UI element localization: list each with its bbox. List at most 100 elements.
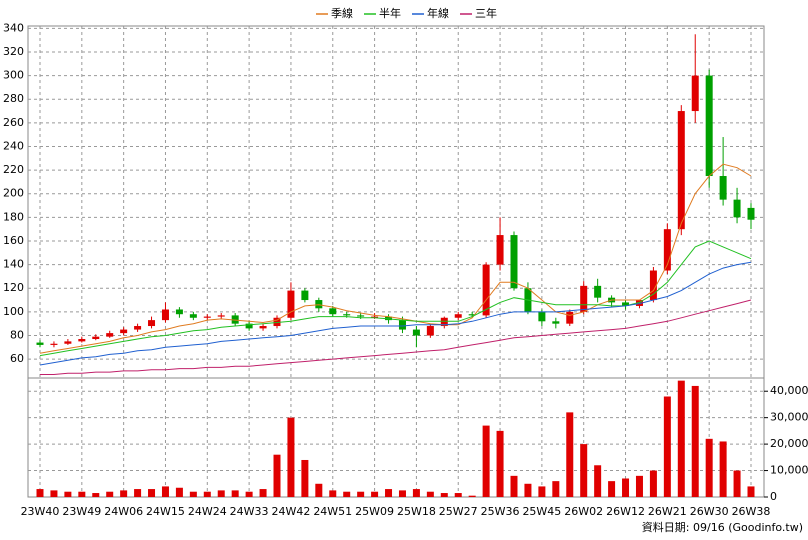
volume-bar <box>203 491 211 497</box>
candle-body <box>385 316 393 321</box>
candle-body <box>148 320 156 327</box>
volume-bar <box>468 495 476 497</box>
volume-bar <box>691 385 699 497</box>
x-tick-label: 26W02 <box>564 505 603 518</box>
candle-body <box>691 75 699 112</box>
candle-body <box>189 314 197 318</box>
volume-bar <box>677 380 685 497</box>
y-tick-label: 180 <box>3 210 24 223</box>
candle-body <box>622 302 630 306</box>
candle-body <box>301 290 309 301</box>
x-tick-label: 26W21 <box>648 505 687 518</box>
y2-tick-label: 20,000 <box>770 437 808 450</box>
y2-tick-label: 10,000 <box>770 464 808 477</box>
y-tick-label: 340 <box>3 21 24 34</box>
candle-body <box>733 199 741 218</box>
candle-body <box>315 300 323 309</box>
x-tick-label: 24W15 <box>146 505 185 518</box>
candle-body <box>440 317 448 327</box>
candle-body <box>649 270 657 301</box>
volume-bar <box>343 491 351 497</box>
volume-bar <box>733 470 741 497</box>
ma-line <box>39 163 752 354</box>
volume-bar <box>245 491 253 497</box>
candle-body <box>120 329 128 334</box>
volume-bar <box>64 491 72 497</box>
legend-label: 半年 <box>379 6 401 20</box>
x-tick-label: 24W51 <box>313 505 352 518</box>
volume-bar <box>580 444 588 497</box>
candle-body <box>92 336 100 340</box>
ma-line <box>39 240 752 357</box>
candle-body <box>566 311 574 324</box>
volume-bar <box>608 481 616 497</box>
x-tick-label: 26W38 <box>732 505 771 518</box>
candle-body <box>36 342 44 345</box>
candle-body <box>580 285 588 312</box>
volume-bar <box>273 454 281 497</box>
candle-body <box>468 314 476 316</box>
candle-body <box>217 315 225 317</box>
y-tick-label: 160 <box>3 234 24 247</box>
x-tick-label: 25W09 <box>355 505 394 518</box>
y-tick-label: 280 <box>3 92 24 105</box>
volume-bar <box>398 490 406 497</box>
candle-body <box>50 343 58 345</box>
volume-bar <box>705 438 713 497</box>
candle-body <box>635 300 643 306</box>
ma-line <box>40 299 752 375</box>
volume-bar <box>426 491 434 497</box>
candle-body <box>175 309 183 315</box>
legend-label: 年線 <box>427 6 449 20</box>
y-tick-label: 220 <box>3 163 24 176</box>
candle-body <box>454 314 462 318</box>
volume-bar <box>719 441 727 497</box>
candle-body <box>677 111 685 230</box>
candle-body <box>426 326 434 336</box>
volume-bar <box>148 489 156 497</box>
candle-body <box>343 314 351 316</box>
y2-tick-label: 40,000 <box>770 384 808 397</box>
y-tick-label: 260 <box>3 116 24 129</box>
volume-bar <box>357 491 365 497</box>
legend-label: 三年 <box>475 6 497 20</box>
candle-body <box>747 207 755 220</box>
y-tick-label: 320 <box>3 45 24 58</box>
y-tick-label: 240 <box>3 139 24 152</box>
x-tick-label: 24W42 <box>272 505 311 518</box>
volume-bar <box>454 493 462 497</box>
volume-bar <box>552 481 560 497</box>
volume-bar <box>315 483 323 497</box>
candle-body <box>64 341 72 344</box>
volume-bar <box>594 465 602 497</box>
volume-bar <box>371 491 379 497</box>
volume-bar <box>161 486 169 497</box>
volume-bar <box>663 396 671 497</box>
candle-body <box>203 316 211 318</box>
volume-bar <box>622 478 630 497</box>
candle-body <box>357 315 365 317</box>
volume-bar <box>635 475 643 497</box>
volume-bar <box>189 491 197 497</box>
volume-bar <box>231 490 239 497</box>
candle-body <box>398 320 406 330</box>
x-tick-label: 25W18 <box>397 505 436 518</box>
y2-tick-label: 30,000 <box>770 411 808 424</box>
candle-body <box>482 264 490 316</box>
volume-bar <box>747 486 755 497</box>
volume-bar <box>524 483 532 497</box>
x-tick-label: 23W40 <box>21 505 60 518</box>
legend-label: 季線 <box>331 6 353 20</box>
candle-body <box>412 329 420 336</box>
volume-bar <box>92 493 100 497</box>
y-tick-label: 100 <box>3 305 24 318</box>
candle-body <box>287 290 295 318</box>
volume-bar <box>78 491 86 497</box>
ma-line <box>39 261 752 366</box>
volume-bar <box>134 489 142 497</box>
x-tick-label: 24W06 <box>104 505 143 518</box>
x-tick-label: 25W27 <box>439 505 478 518</box>
candle-body <box>161 309 169 321</box>
volume-bar <box>329 490 337 497</box>
